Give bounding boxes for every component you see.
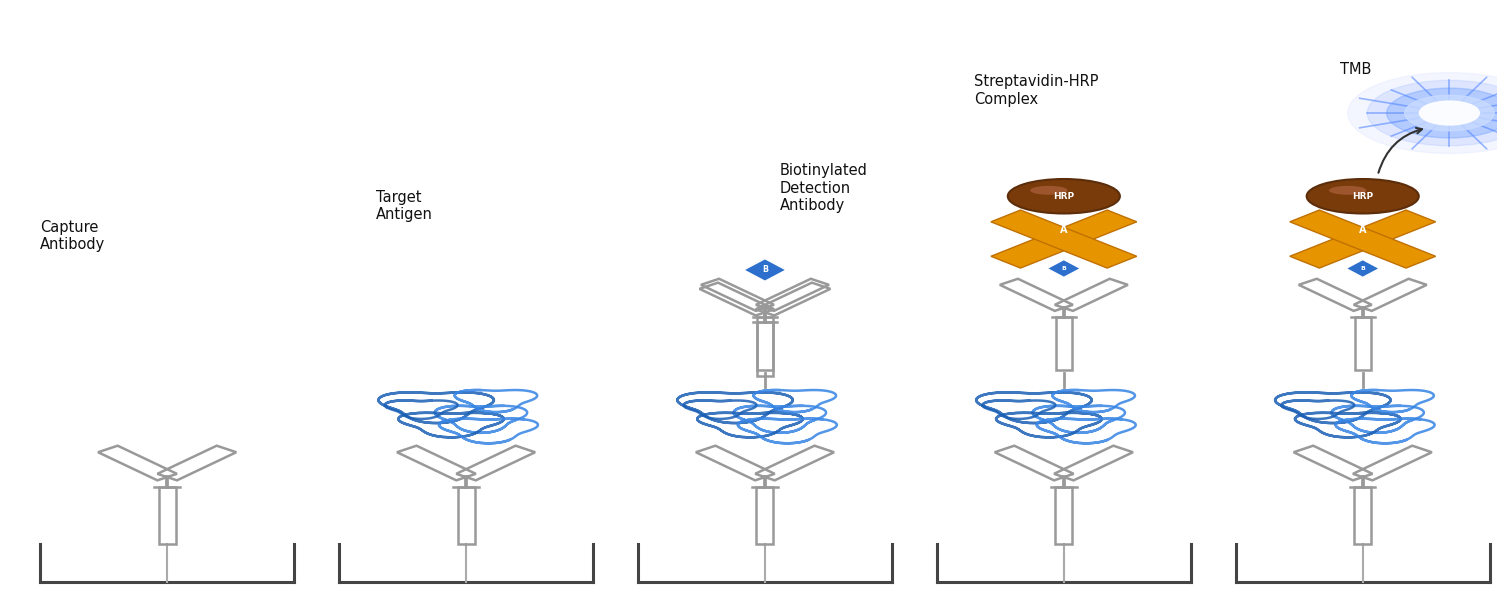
Circle shape	[1404, 95, 1494, 131]
Polygon shape	[1346, 260, 1380, 277]
Polygon shape	[1290, 210, 1436, 268]
Text: Target
Antigen: Target Antigen	[376, 190, 433, 223]
Polygon shape	[992, 210, 1137, 268]
Text: Biotinylated
Detection
Antibody: Biotinylated Detection Antibody	[780, 163, 868, 213]
Ellipse shape	[1008, 179, 1120, 214]
Text: TMB: TMB	[1340, 62, 1371, 77]
Polygon shape	[1047, 260, 1080, 277]
Circle shape	[1404, 95, 1494, 131]
Text: Streptavidin-HRP
Complex: Streptavidin-HRP Complex	[974, 74, 1098, 107]
Circle shape	[1419, 101, 1479, 125]
Ellipse shape	[1030, 186, 1068, 195]
Text: HRP: HRP	[1053, 192, 1074, 201]
Text: Capture
Antibody: Capture Antibody	[40, 220, 105, 252]
Polygon shape	[744, 259, 786, 281]
Text: B: B	[1062, 266, 1066, 271]
Circle shape	[1366, 80, 1500, 146]
Text: A: A	[1060, 225, 1068, 235]
Circle shape	[1386, 88, 1500, 138]
Text: A: A	[1359, 225, 1366, 235]
Text: B: B	[1360, 266, 1365, 271]
Circle shape	[1348, 73, 1500, 154]
Ellipse shape	[1329, 186, 1366, 195]
Text: B: B	[762, 265, 768, 274]
Polygon shape	[1290, 210, 1436, 268]
Text: HRP: HRP	[1352, 192, 1374, 201]
Polygon shape	[992, 210, 1137, 268]
Ellipse shape	[1306, 179, 1419, 214]
